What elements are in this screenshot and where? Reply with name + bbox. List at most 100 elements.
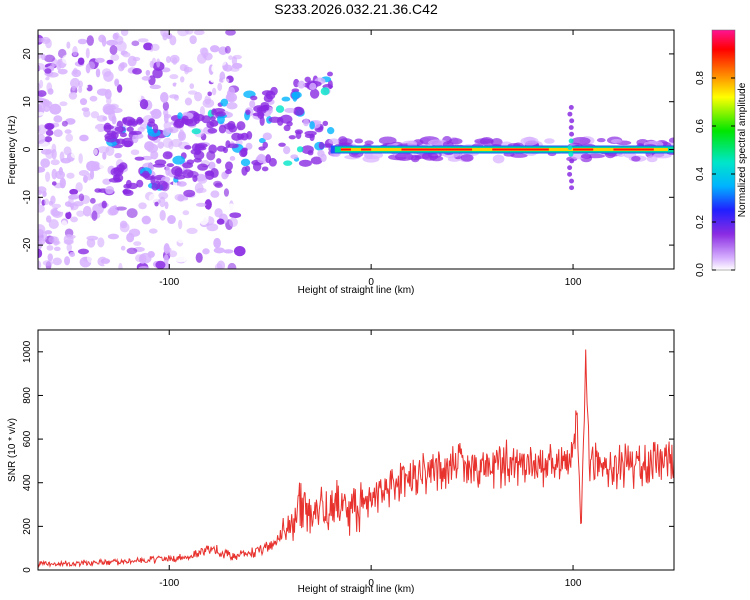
noise-blob bbox=[70, 151, 81, 159]
tone-halo bbox=[596, 137, 606, 143]
wisp-blob bbox=[290, 154, 299, 160]
tone-halo bbox=[394, 152, 414, 161]
spike-blob bbox=[569, 131, 575, 137]
noise-blob bbox=[156, 58, 161, 68]
y-tick-label: -20 bbox=[22, 237, 33, 252]
noise-blob bbox=[115, 35, 124, 45]
wisp-blob bbox=[193, 158, 202, 163]
noise-blob bbox=[48, 219, 59, 229]
noise-blob bbox=[177, 194, 185, 202]
wisp-blob bbox=[171, 166, 183, 176]
wisp-blob bbox=[114, 126, 126, 133]
wisp-blob bbox=[304, 130, 317, 136]
noise-blob bbox=[141, 50, 153, 61]
noise-blob bbox=[41, 53, 46, 61]
wisp-blob bbox=[245, 109, 251, 115]
noise-blob bbox=[213, 180, 222, 187]
wisp-blob bbox=[225, 161, 233, 171]
snr-ylabel: SNR (10 * v/v) bbox=[7, 418, 18, 482]
noise-blob bbox=[110, 53, 120, 62]
noise-blob bbox=[207, 91, 212, 97]
spectrogram-marks bbox=[38, 30, 674, 269]
noise-blob bbox=[157, 141, 164, 149]
wisp-blob bbox=[262, 132, 272, 141]
noise-blob bbox=[141, 76, 151, 81]
wisp-blob bbox=[216, 158, 222, 164]
x-tick-label: 100 bbox=[565, 277, 582, 288]
wisp-blob bbox=[250, 95, 258, 101]
tone-band-peak bbox=[492, 148, 549, 151]
x-tick-label: 0 bbox=[368, 277, 374, 288]
noise-blob bbox=[137, 126, 145, 133]
y-tick-label: 0 bbox=[22, 146, 33, 152]
noise-blob bbox=[209, 45, 220, 53]
noise-blob bbox=[65, 234, 76, 239]
wisp-blob bbox=[225, 169, 232, 175]
noise-blob bbox=[165, 247, 172, 253]
wisp-blob bbox=[134, 156, 145, 161]
spike-blob bbox=[569, 178, 575, 184]
noise-blob bbox=[169, 74, 179, 80]
wisp-blob bbox=[163, 113, 172, 119]
wisp-blob bbox=[309, 121, 315, 130]
noise-blob bbox=[231, 62, 243, 69]
noise-blob bbox=[133, 241, 142, 246]
wisp-blob bbox=[106, 130, 117, 136]
noise-blob bbox=[127, 55, 137, 67]
wisp-blob bbox=[181, 115, 189, 122]
spectrogram-xlabel: Height of straight line (km) bbox=[298, 285, 415, 296]
wisp-blob bbox=[240, 158, 251, 167]
noise-blob bbox=[209, 75, 217, 83]
noise-blob bbox=[198, 214, 209, 226]
wisp-blob bbox=[291, 91, 302, 99]
snr-frame bbox=[37, 329, 675, 571]
wisp-blob bbox=[192, 174, 198, 183]
noise-blob bbox=[150, 43, 160, 52]
wisp-blob bbox=[309, 82, 317, 91]
noise-blob bbox=[178, 219, 183, 230]
tone-halo bbox=[520, 136, 539, 146]
noise-blob bbox=[94, 40, 101, 46]
noise-blob bbox=[95, 68, 101, 78]
noise-blob bbox=[144, 141, 155, 151]
noise-blob bbox=[90, 111, 100, 119]
wisp-blob bbox=[283, 146, 291, 155]
noise-blob bbox=[183, 189, 196, 198]
noise-blob bbox=[75, 182, 83, 193]
noise-blob bbox=[64, 201, 72, 207]
noise-blob bbox=[160, 92, 169, 103]
wisp-blob bbox=[220, 98, 229, 107]
noise-blob bbox=[199, 106, 206, 117]
noise-blob bbox=[149, 60, 154, 68]
noise-blob bbox=[147, 250, 155, 258]
wisp-blob bbox=[262, 141, 268, 149]
noise-blob bbox=[118, 231, 127, 243]
noise-blob bbox=[145, 69, 151, 76]
noise-blob bbox=[101, 68, 112, 77]
y-tick-label: 200 bbox=[22, 518, 33, 535]
wisp-blob bbox=[261, 166, 269, 172]
snr-series-line bbox=[38, 349, 674, 568]
tone-halo bbox=[490, 137, 503, 147]
noise-blob bbox=[162, 101, 170, 111]
wisp-blob bbox=[281, 96, 291, 102]
noise-blob bbox=[176, 232, 186, 244]
noise-blob bbox=[94, 188, 102, 193]
noise-blob bbox=[66, 172, 75, 179]
noise-blob bbox=[214, 263, 223, 269]
noise-blob bbox=[66, 243, 73, 252]
noise-blob bbox=[38, 152, 43, 159]
noise-blob bbox=[65, 133, 74, 142]
noise-blob bbox=[83, 79, 90, 85]
noise-blob bbox=[189, 35, 197, 45]
noise-blob bbox=[40, 158, 51, 168]
noise-blob bbox=[78, 85, 83, 94]
wisp-blob bbox=[210, 168, 219, 178]
noise-blob bbox=[106, 96, 112, 105]
y-tick-label: 600 bbox=[22, 430, 33, 447]
noise-blob bbox=[98, 34, 106, 43]
noise-blob bbox=[38, 248, 43, 258]
noise-blob bbox=[65, 211, 72, 220]
wisp-blob bbox=[295, 130, 302, 140]
colorbar-tick-label: 0.6 bbox=[695, 119, 706, 133]
